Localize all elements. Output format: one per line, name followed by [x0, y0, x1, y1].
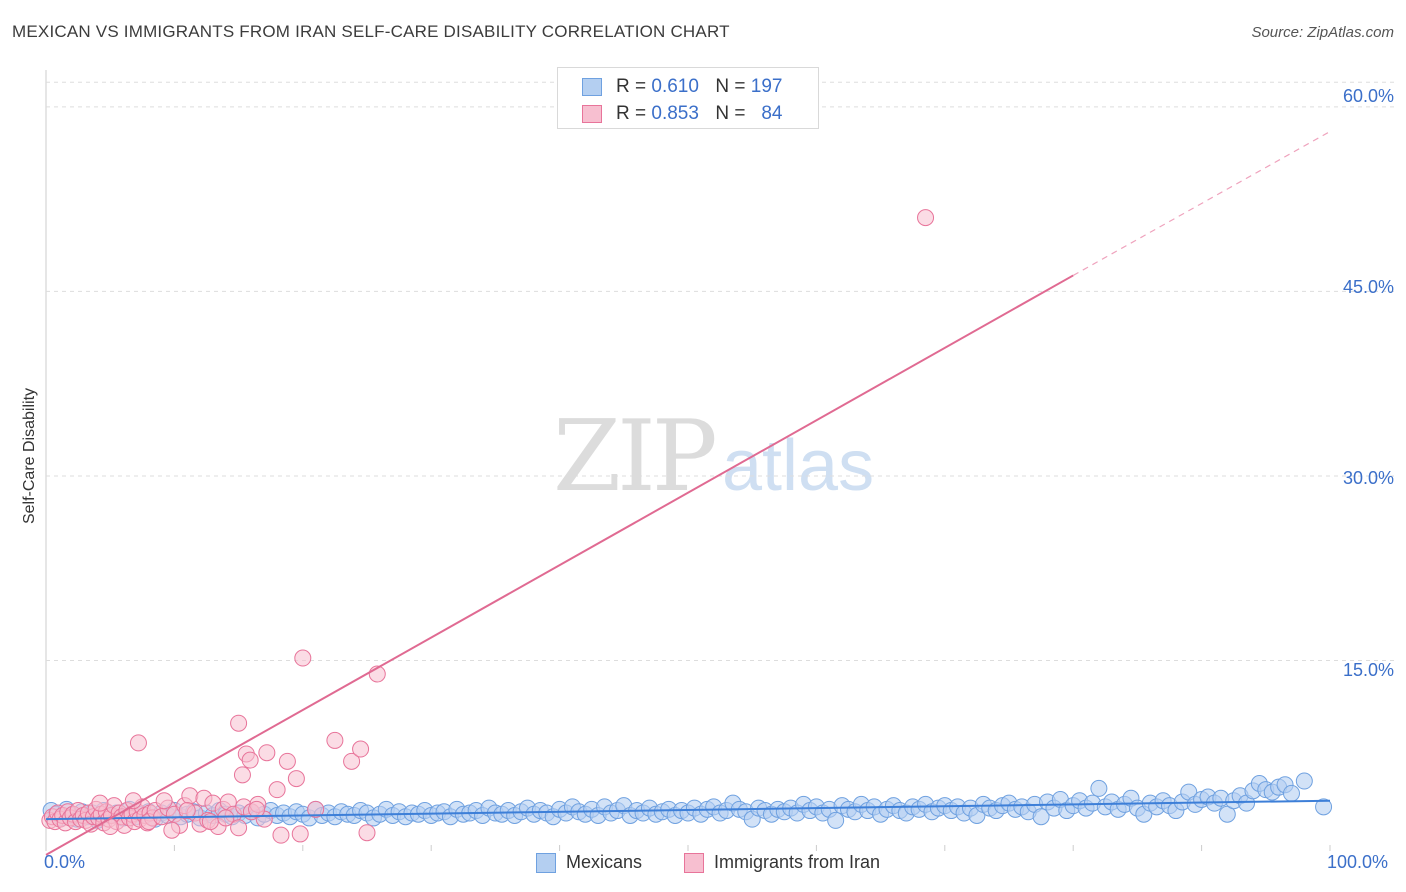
iran-point [278, 752, 296, 770]
mexican-point [1295, 772, 1313, 790]
y-tick-30: 30.0% [1342, 468, 1394, 488]
legend-row-iran: R = 0.853 N = 84 [582, 103, 782, 125]
iran-point [917, 209, 935, 227]
n-value: 197 [750, 76, 783, 97]
iran-point [358, 824, 376, 842]
r-value: 0.610 [651, 76, 699, 97]
legend-row-mexicans: R = 0.610 N = 197 [582, 76, 782, 98]
mexican-point [827, 811, 845, 829]
y-tick-15: 15.0% [1342, 660, 1394, 680]
iran-trend-extension [1072, 130, 1331, 276]
legend-swatch-blue [536, 852, 556, 873]
iran-point [294, 649, 312, 667]
y-tick-60: 60.0% [1342, 86, 1394, 106]
iran-point [352, 740, 370, 758]
iran-point [343, 752, 361, 770]
legend-swatch-pink [582, 105, 602, 123]
iran-point [241, 751, 259, 769]
r-label: R = [616, 103, 647, 124]
y-tick-45: 45.0% [1342, 277, 1394, 297]
x-tick-0: 0.0% [44, 852, 86, 872]
mexican-point [1282, 784, 1300, 802]
chart-source: Source: ZipAtlas.com [1251, 24, 1394, 41]
iran-point [258, 744, 276, 762]
n-label: N = [715, 103, 746, 124]
iran-point [230, 819, 248, 837]
n-value: 84 [761, 103, 783, 124]
legend-swatch-pink [684, 852, 704, 873]
r-value: 0.853 [651, 103, 699, 124]
mexican-point [1315, 798, 1333, 816]
iran-point [178, 802, 196, 820]
iran-point [233, 766, 251, 784]
iran-point [287, 770, 305, 788]
n-label: N = [715, 76, 746, 97]
chart-title: MEXICAN VS IMMIGRANTS FROM IRAN SELF-CAR… [12, 22, 730, 41]
watermark-atlas: atlas [722, 426, 875, 506]
series-legend: Mexicans Immigrants from Iran [0, 852, 1406, 878]
iran-point [91, 794, 109, 812]
iran-point [307, 800, 325, 818]
iran-point [248, 800, 266, 818]
legend-label-iran: Immigrants from Iran [714, 852, 881, 872]
x-tick-100: 100.0% [1327, 852, 1389, 872]
iran-trend-line [45, 274, 1074, 856]
iran-point [217, 809, 235, 827]
mexican-point [1032, 808, 1050, 826]
mexican-point [1090, 779, 1108, 797]
iran-point [163, 821, 181, 839]
iran-point [129, 734, 147, 752]
legend-item-iran[interactable]: Immigrants from Iran [684, 852, 880, 873]
legend-label-mexicans: Mexicans [566, 852, 643, 872]
iran-point [326, 731, 344, 749]
iran-point [291, 825, 309, 843]
watermark-zip: ZIP [553, 400, 718, 514]
r-label: R = [616, 76, 647, 97]
iran-point [230, 714, 248, 732]
iran-point [155, 792, 173, 810]
iran-point [272, 826, 290, 844]
legend-item-mexicans[interactable]: Mexicans [536, 852, 642, 873]
mexicans-trend-line [45, 799, 1331, 821]
iran-point [181, 787, 199, 805]
iran-point [268, 781, 286, 799]
correlation-legend: R = 0.610 N = 197 R = 0.853 N = 84 [557, 67, 819, 129]
legend-swatch-blue [582, 78, 602, 96]
